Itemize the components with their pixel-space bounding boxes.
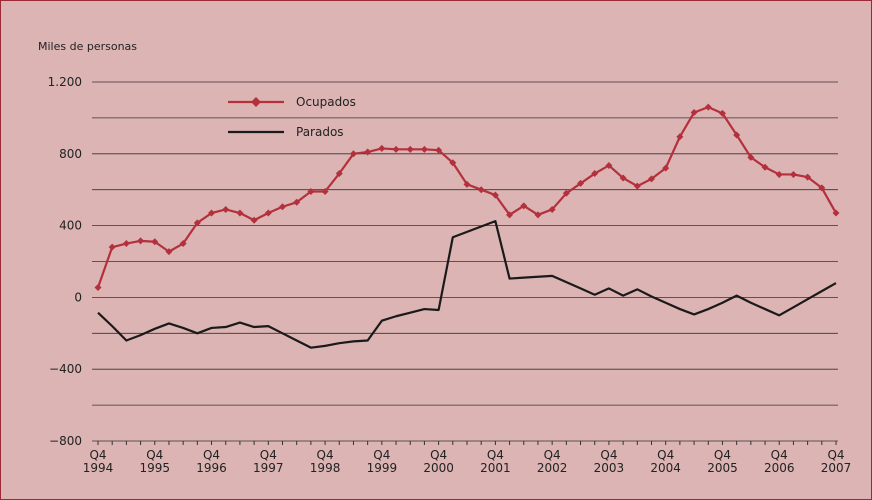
marker <box>378 144 386 152</box>
marker <box>463 180 471 188</box>
x-tick-label: Q4 2001 <box>480 448 511 475</box>
marker <box>690 109 698 117</box>
marker <box>364 148 372 156</box>
x-tick-label: Q4 1998 <box>310 448 341 475</box>
marker <box>392 145 400 153</box>
marker <box>406 145 414 153</box>
y-tick-label: −400 <box>49 362 82 376</box>
legend-label: Ocupados <box>296 95 356 109</box>
marker <box>321 187 329 195</box>
marker <box>704 103 712 111</box>
marker <box>506 211 514 219</box>
y-tick-label: 800 <box>59 147 82 161</box>
marker <box>832 209 840 217</box>
marker <box>619 174 627 182</box>
x-tick-label: Q4 2005 <box>707 448 738 475</box>
marker <box>562 189 570 197</box>
marker <box>108 243 116 251</box>
series-line <box>97 220 837 349</box>
marker <box>718 109 726 117</box>
marker <box>605 161 613 169</box>
y-tick-label: 0 <box>74 290 82 304</box>
y-tick-label: 1.200 <box>48 75 82 89</box>
marker <box>804 173 812 181</box>
y-axis-label: Miles de personas <box>38 40 137 53</box>
marker <box>165 248 173 256</box>
marker <box>818 184 826 192</box>
marker <box>789 170 797 178</box>
marker <box>151 238 159 246</box>
marker <box>633 182 641 190</box>
legend-label: Parados <box>296 125 344 139</box>
x-tick-label: Q4 2004 <box>650 448 681 475</box>
x-tick-label: Q4 1995 <box>139 448 170 475</box>
marker <box>775 170 783 178</box>
legend-marker <box>251 97 261 107</box>
marker <box>349 150 357 158</box>
marker <box>491 191 499 199</box>
marker <box>250 216 258 224</box>
marker <box>747 153 755 161</box>
x-tick-label: Q4 2007 <box>821 448 852 475</box>
x-tick-label: Q4 2002 <box>537 448 568 475</box>
marker <box>94 284 102 292</box>
marker <box>435 146 443 154</box>
marker <box>236 209 244 217</box>
marker <box>193 219 201 227</box>
marker <box>534 211 542 219</box>
marker <box>761 163 769 171</box>
marker <box>335 170 343 178</box>
marker <box>548 205 556 213</box>
marker <box>449 159 457 167</box>
marker <box>733 131 741 139</box>
y-tick-label: 400 <box>59 219 82 233</box>
x-tick-label: Q4 2006 <box>764 448 795 475</box>
marker <box>264 209 272 217</box>
marker <box>577 179 585 187</box>
marker <box>222 205 230 213</box>
marker <box>279 203 286 211</box>
marker <box>662 164 670 172</box>
marker <box>179 240 187 248</box>
x-tick-label: Q4 1996 <box>196 448 227 475</box>
marker <box>307 187 315 195</box>
x-tick-label: Q4 1997 <box>253 448 284 475</box>
marker <box>137 237 145 245</box>
x-tick-label: Q4 2000 <box>423 448 454 475</box>
x-tick-label: Q4 1999 <box>367 448 398 475</box>
marker <box>676 133 684 141</box>
marker <box>477 186 485 194</box>
marker <box>648 175 655 183</box>
marker <box>122 240 130 248</box>
x-tick-label: Q4 1994 <box>83 448 114 475</box>
marker <box>293 198 301 206</box>
marker <box>208 209 216 217</box>
marker <box>591 170 599 178</box>
marker <box>420 145 428 153</box>
marker <box>520 202 528 210</box>
x-tick-label: Q4 2003 <box>594 448 625 475</box>
y-tick-label: −800 <box>49 434 82 448</box>
